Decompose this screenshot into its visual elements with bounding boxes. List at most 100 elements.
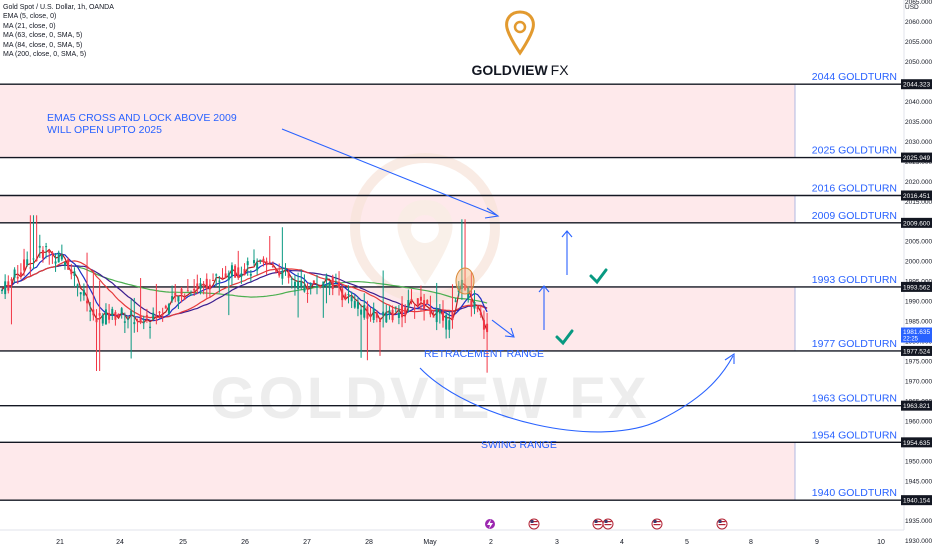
candle-body <box>212 279 215 281</box>
candle-body <box>369 314 372 316</box>
candle-body <box>391 309 394 321</box>
trend-arrow <box>281 128 497 216</box>
arrow-head <box>504 327 515 338</box>
candle-body <box>388 310 391 314</box>
price-tick: 2060.000 <box>905 19 932 26</box>
candle-body <box>432 316 435 318</box>
time-tick: 4 <box>620 539 624 546</box>
candle-body <box>180 288 183 295</box>
price-level-tag-text: 2025.949 <box>903 155 930 162</box>
ma63-line <box>1 260 488 319</box>
candle-body <box>394 306 397 308</box>
candle-body <box>215 274 218 276</box>
candle-body <box>41 249 44 259</box>
candle-body <box>416 298 419 305</box>
candle-body <box>32 258 35 260</box>
candle-body <box>482 319 485 330</box>
candle-body <box>158 311 161 313</box>
symbol-title: Gold Spot / U.S. Dollar, 1h, OANDA <box>3 4 114 11</box>
candle-body <box>344 294 347 299</box>
candle-body <box>356 302 359 309</box>
candle-body <box>262 258 265 263</box>
candle-body <box>460 279 463 290</box>
flag-stripe <box>718 521 726 523</box>
candle-body <box>51 252 54 255</box>
candle-body <box>45 246 48 248</box>
candle-body <box>451 312 454 320</box>
candle-body <box>67 259 70 270</box>
retracement-range-label: RETRACEMENT RANGE <box>424 348 544 360</box>
candle-body <box>240 273 243 277</box>
goldturn-level-label: 1977 GOLDTURN <box>812 338 897 350</box>
indicator-ema5[interactable]: EMA (5, close, 0) <box>3 13 57 21</box>
price-tick: 2000.000 <box>905 259 932 266</box>
candle-body <box>164 305 167 309</box>
candle-body <box>7 281 10 291</box>
goldturn-level-label: 1954 GOLDTURN <box>812 429 897 441</box>
price-tick: 1990.000 <box>905 299 932 306</box>
candle-body <box>16 276 19 279</box>
level-zone <box>0 195 795 223</box>
candle-body <box>54 261 57 264</box>
candle-body <box>230 265 233 277</box>
price-tick: 2065.000 <box>905 0 932 6</box>
flag-stripe <box>653 521 661 523</box>
candle-body <box>186 290 189 292</box>
flag-stripe <box>604 521 612 523</box>
candle-body <box>341 288 344 301</box>
arrow-head <box>538 285 550 293</box>
candle-body <box>464 284 467 290</box>
flag-stripe <box>530 524 538 526</box>
candle-body <box>410 298 413 300</box>
candle-body <box>293 281 296 287</box>
candle-body <box>193 288 196 291</box>
candle-body <box>281 270 284 279</box>
price-tick: 2055.000 <box>905 39 932 46</box>
candle-body <box>476 306 479 310</box>
candle-body <box>23 259 26 271</box>
candle-body <box>423 300 426 309</box>
candle-body <box>338 282 341 288</box>
candle-body <box>448 320 451 330</box>
indicator-ma200[interactable]: MA (200, close, 0, SMA, 5) <box>3 51 87 59</box>
indicator-legend: Gold Spot / U.S. Dollar, 1h, OANDA EMA (… <box>3 3 114 59</box>
lightning-glyph <box>487 519 493 529</box>
price-tick: 2030.000 <box>905 139 932 146</box>
indicator-ma84[interactable]: MA (84, close, 0, SMA, 5) <box>3 41 83 49</box>
indicator-ma21[interactable]: MA (21, close, 0) <box>3 22 56 30</box>
candle-body <box>183 297 186 300</box>
candle-body <box>243 269 246 276</box>
check-icon <box>555 329 574 346</box>
candle-body <box>442 311 444 321</box>
candle-body <box>76 284 79 286</box>
candle-body <box>199 283 202 289</box>
time-tick: 5 <box>685 539 689 546</box>
candle-body <box>89 310 92 312</box>
candle-body <box>419 296 422 301</box>
price-level-tag-text: 2044.323 <box>903 82 930 89</box>
flag-stripe <box>594 521 602 523</box>
candle-body <box>29 267 32 269</box>
goldturn-level-label: 1963 GOLDTURN <box>812 393 897 405</box>
candle-body <box>190 294 192 296</box>
candle-body <box>334 281 337 283</box>
goldturn-level-label: 2009 GOLDTURN <box>812 210 897 222</box>
event-markers[interactable] <box>485 518 728 530</box>
flag-stripe <box>653 524 661 526</box>
price-axis[interactable] <box>904 0 932 550</box>
candle-body <box>82 289 85 296</box>
time-tick: 3 <box>555 539 559 546</box>
candle-body <box>319 286 322 288</box>
candle-body <box>167 304 170 314</box>
candle-body <box>382 311 385 316</box>
price-tick: 1945.000 <box>905 478 932 485</box>
watermark: GOLDVIEW FX <box>211 153 647 431</box>
goldturn-level-label: 2016 GOLDTURN <box>812 183 897 195</box>
arrow-head <box>484 207 500 219</box>
candle-body <box>486 323 489 333</box>
price-level-tag <box>901 345 932 356</box>
indicator-ma63[interactable]: MA (63, close, 0, SMA, 5) <box>3 32 83 40</box>
candle-body <box>64 262 66 266</box>
